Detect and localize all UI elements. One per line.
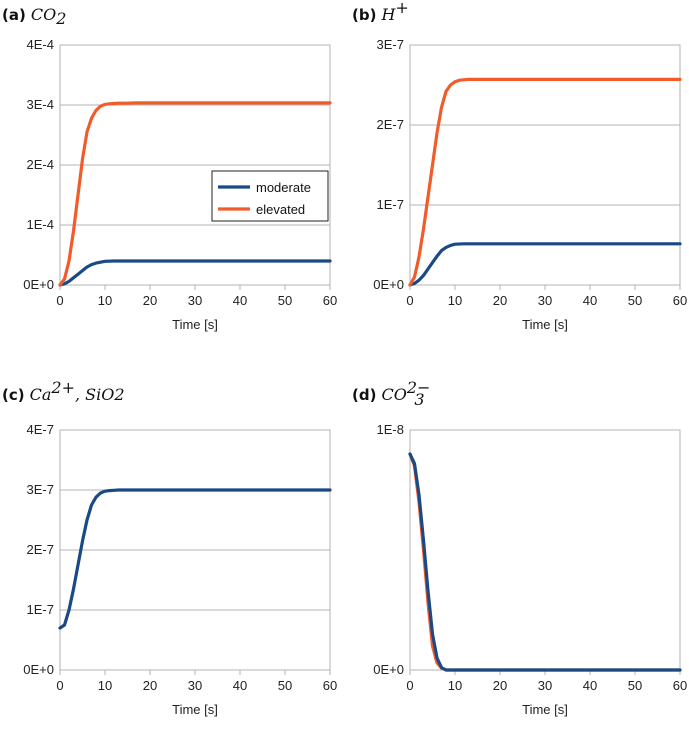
x-tick-label: 50 bbox=[278, 678, 292, 693]
panel-symbol: CO bbox=[381, 385, 406, 404]
x-tick-label: 20 bbox=[493, 678, 507, 693]
series-line-moderate bbox=[58, 488, 332, 630]
panel-letter: (b) bbox=[352, 6, 376, 24]
y-tick-label: 2E-7 bbox=[377, 117, 404, 132]
panel-a: (a) CO2 0E+0 1E-4 2E-4 3E-4 4E-4 0 10 20 30 40 50 60 T… bbox=[2, 5, 337, 332]
panel-symbol-sup: 2+ bbox=[50, 378, 75, 397]
x-tick-label: 10 bbox=[448, 678, 462, 693]
x-tick-label: 10 bbox=[98, 293, 112, 308]
y-tick-label: 0E+0 bbox=[373, 277, 404, 292]
x-tick-label: 30 bbox=[538, 293, 552, 308]
x-tick-label: 60 bbox=[673, 678, 687, 693]
x-tick-label: 50 bbox=[628, 293, 642, 308]
y-tick-label: 4E-7 bbox=[27, 422, 54, 437]
x-tick-label: 30 bbox=[188, 678, 202, 693]
y-tick-label: 3E-7 bbox=[377, 37, 404, 52]
x-tick-label: 30 bbox=[538, 678, 552, 693]
x-tick-label: 50 bbox=[628, 678, 642, 693]
panel-symbol-sub: 3 bbox=[414, 390, 424, 409]
series-line-moderate bbox=[58, 259, 332, 287]
x-tick-label: 20 bbox=[143, 678, 157, 693]
panel-symbol: H bbox=[380, 5, 396, 24]
panel-title: (b) H+ bbox=[352, 0, 409, 24]
x-tick-label: 60 bbox=[323, 678, 337, 693]
x-tick-label: 10 bbox=[448, 293, 462, 308]
legend-label-elevated: elevated bbox=[256, 202, 305, 217]
y-tick-label: 0E+0 bbox=[23, 662, 54, 677]
x-tick-label: 60 bbox=[673, 293, 687, 308]
x-tick-label: 0 bbox=[56, 678, 63, 693]
y-tick-label: 0E+0 bbox=[373, 662, 404, 677]
y-tick-label: 1E-8 bbox=[377, 422, 404, 437]
x-tick-label: 20 bbox=[493, 293, 507, 308]
panel-d: (d) CO2− 3 0E+0 1E-8 0 10 20 30 40 50 60 Time [s] bbox=[352, 378, 687, 717]
series-line-moderate bbox=[408, 242, 682, 287]
x-tick-label: 60 bbox=[323, 293, 337, 308]
x-tick-label: 30 bbox=[188, 293, 202, 308]
panel-letter: (c) bbox=[2, 386, 25, 404]
panel-symbol-sup: 2− bbox=[406, 378, 431, 397]
x-tick-label: 40 bbox=[583, 678, 597, 693]
x-axis-label: Time [s] bbox=[172, 317, 218, 332]
x-tick-label: 20 bbox=[143, 293, 157, 308]
plot-frame bbox=[409, 429, 681, 671]
x-axis-label: Time [s] bbox=[522, 317, 568, 332]
x-tick-label: 40 bbox=[233, 293, 247, 308]
panel-letter: (a) bbox=[2, 6, 26, 24]
y-tick-label: 1E-4 bbox=[27, 217, 54, 232]
series-line-elevated bbox=[58, 101, 332, 287]
x-axis-label: Time [s] bbox=[172, 702, 218, 717]
panel-letter: (d) bbox=[352, 386, 376, 404]
y-tick-label: 2E-7 bbox=[27, 542, 54, 557]
panel-symbol: CO bbox=[31, 5, 56, 24]
legend-box bbox=[211, 170, 329, 222]
x-tick-label: 0 bbox=[56, 293, 63, 308]
x-tick-label: 0 bbox=[406, 293, 413, 308]
panel-symbol-sup: + bbox=[395, 0, 408, 17]
y-tick-label: 1E-7 bbox=[377, 197, 404, 212]
series-line-elevated bbox=[408, 452, 682, 672]
y-tick-label: 3E-4 bbox=[27, 97, 54, 112]
panel-title: (d) CO2− 3 bbox=[352, 378, 430, 409]
panel-title: (a) CO2 bbox=[2, 5, 66, 28]
y-tick-label: 4E-4 bbox=[27, 37, 54, 52]
legend: moderate elevated bbox=[211, 170, 329, 222]
x-tick-label: 0 bbox=[406, 678, 413, 693]
panel-c: (c) Ca2+, SiO2 0E+0 1E-7 2E-7 3E-7 4E-7 0 10 20 30… bbox=[2, 378, 337, 717]
x-tick-label: 40 bbox=[233, 678, 247, 693]
y-tick-label: 2E-4 bbox=[27, 157, 54, 172]
y-tick-label: 0E+0 bbox=[23, 277, 54, 292]
series-line-moderate bbox=[408, 452, 682, 672]
x-tick-label: 10 bbox=[98, 678, 112, 693]
legend-label-moderate: moderate bbox=[256, 180, 311, 195]
panel-title: (c) Ca2+, SiO2 bbox=[2, 378, 125, 404]
panel-symbol-sub: 2 bbox=[55, 9, 66, 28]
x-tick-label: 40 bbox=[583, 293, 597, 308]
series-line-elevated bbox=[408, 77, 682, 287]
y-tick-label: 1E-7 bbox=[27, 602, 54, 617]
panel-symbol: Ca bbox=[30, 385, 52, 404]
x-tick-label: 50 bbox=[278, 293, 292, 308]
panel-symbol-extra: , SiO2 bbox=[75, 385, 125, 404]
x-axis-label: Time [s] bbox=[522, 702, 568, 717]
y-tick-label: 3E-7 bbox=[27, 482, 54, 497]
